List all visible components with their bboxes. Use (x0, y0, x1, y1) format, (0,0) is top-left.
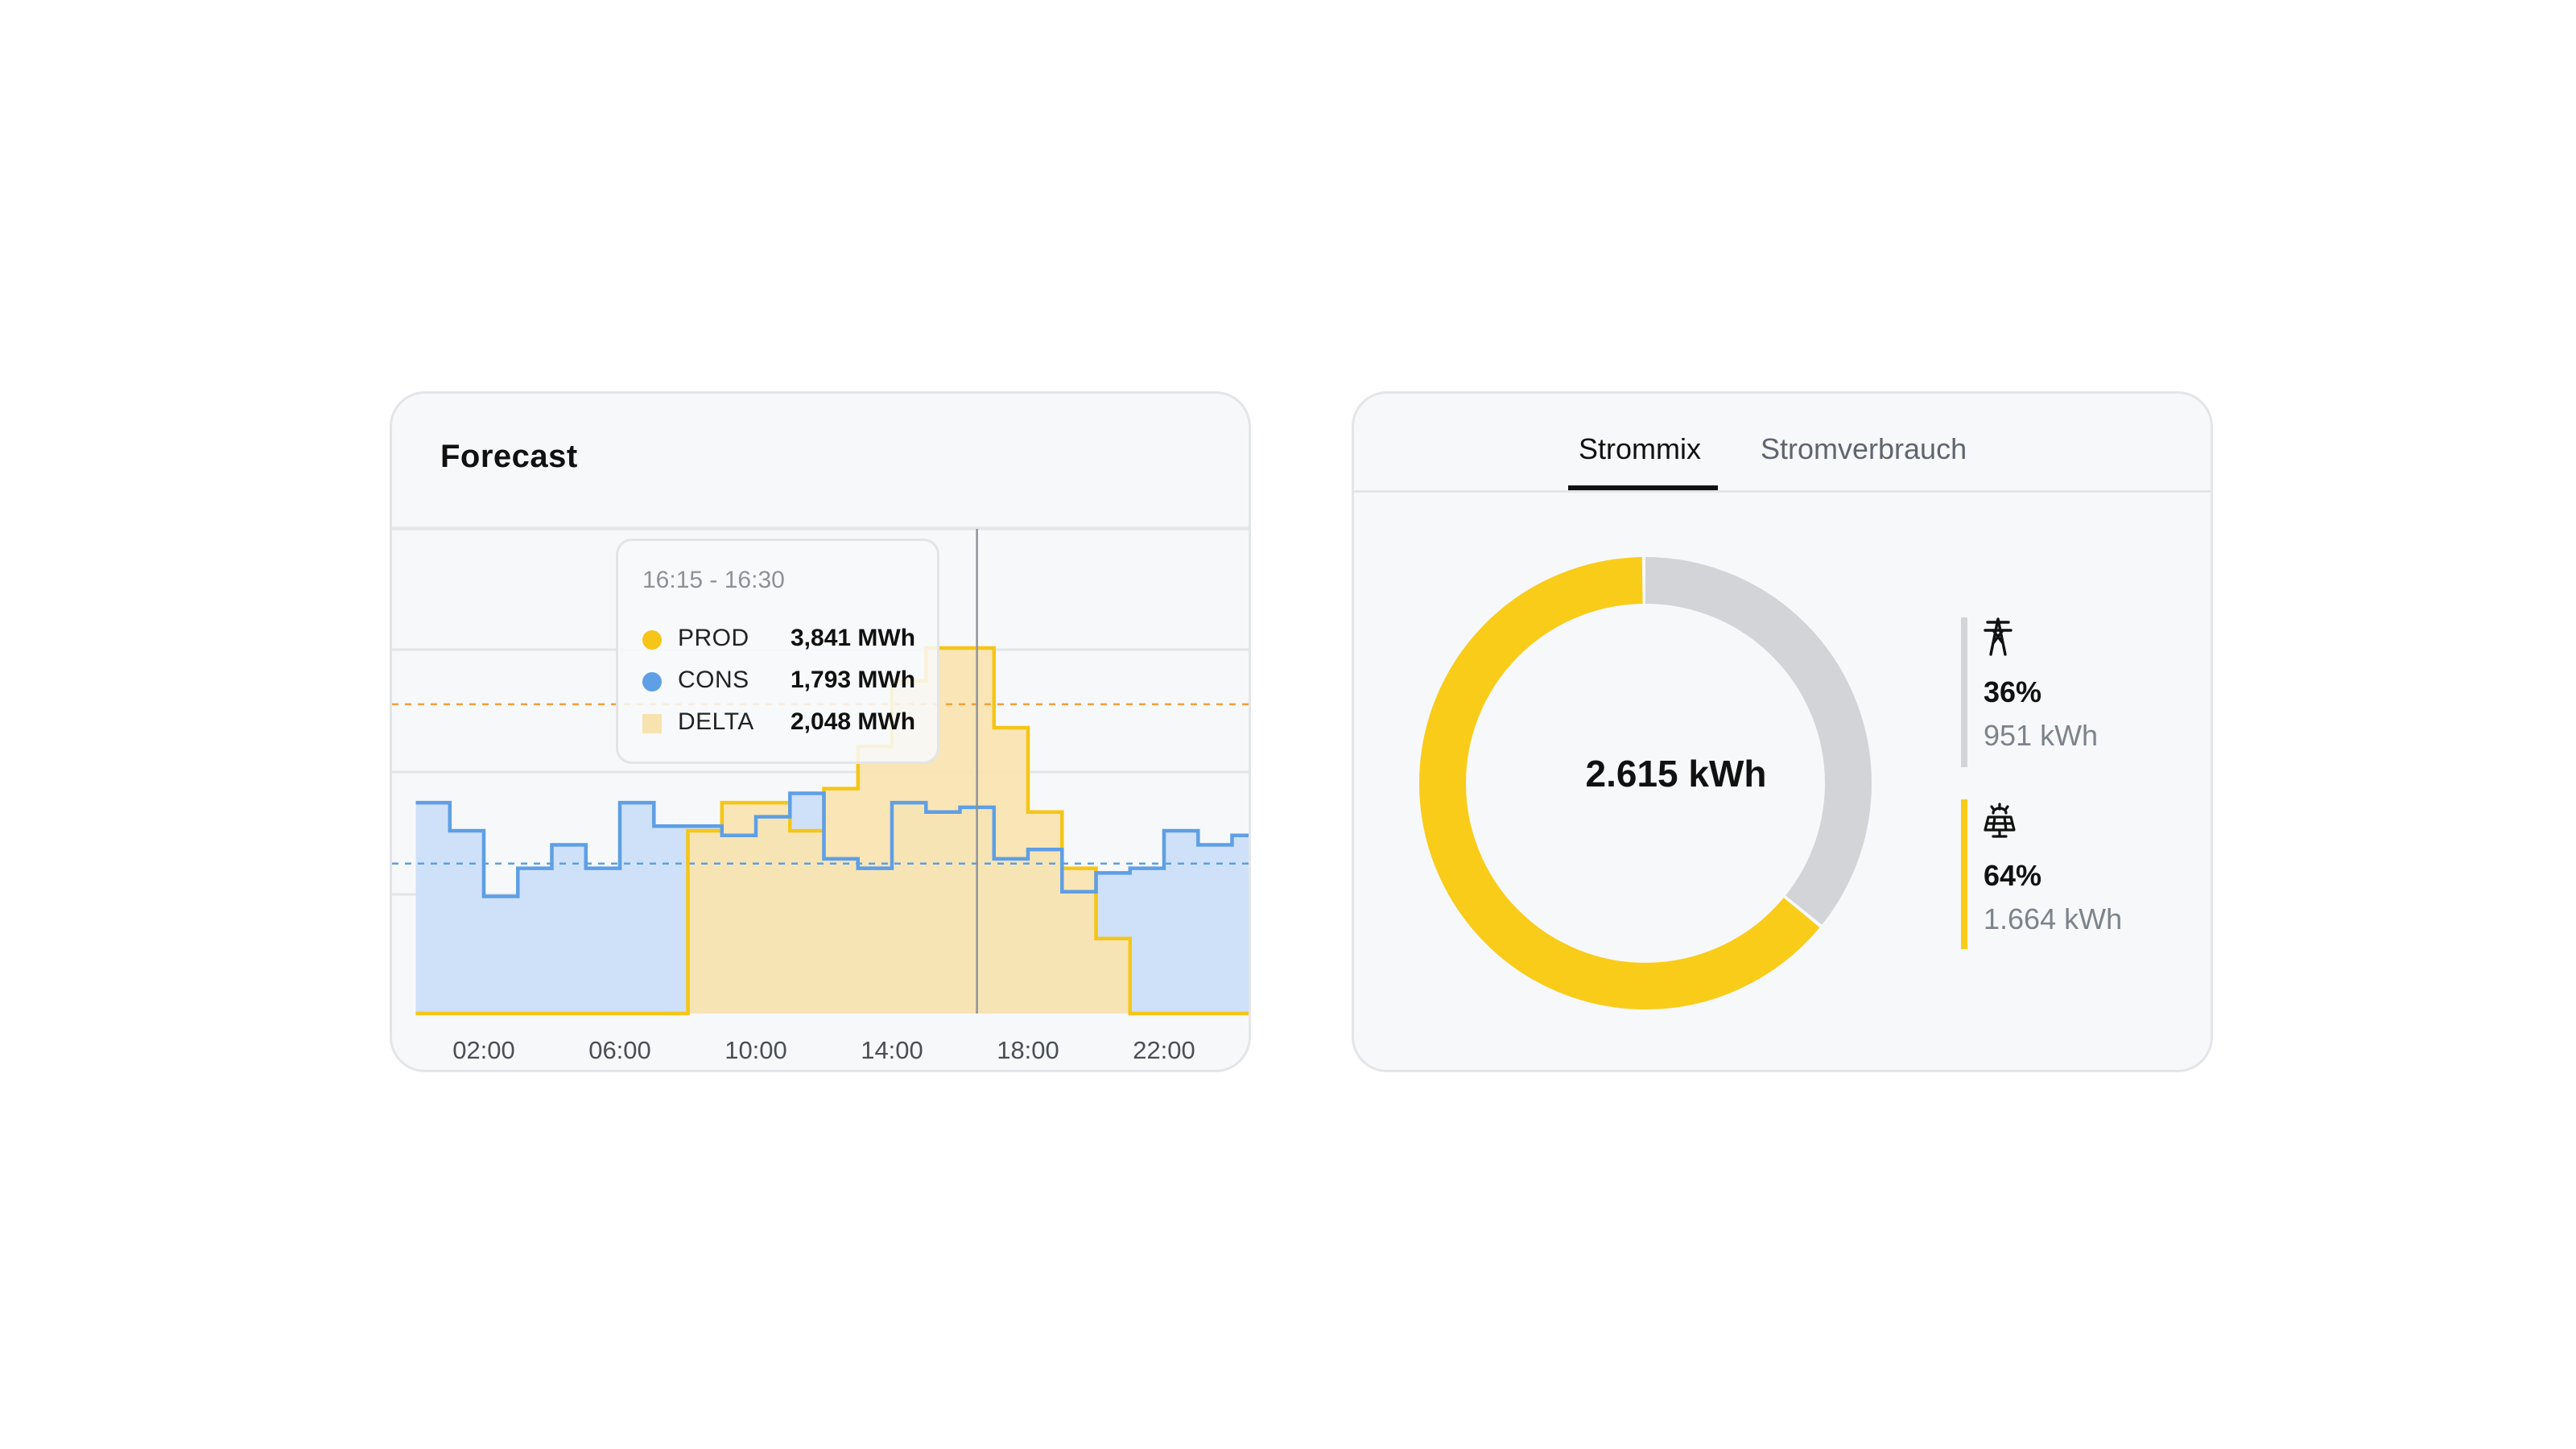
tooltip-time: 16:15 - 16:30 (642, 567, 785, 593)
x-tick-label: 06:00 (588, 1036, 651, 1064)
tooltip-value: 3,841 MWh (791, 625, 916, 651)
tab-stromverbrauch[interactable]: Stromverbrauch (1761, 432, 1967, 465)
solar-panel-icon (1982, 803, 2017, 842)
delta-area (415, 648, 1249, 1013)
tooltip-value: 1,793 MWh (791, 667, 916, 693)
legend-percent-solar: 64% (1984, 859, 2042, 892)
forecast-title: Forecast (440, 439, 578, 474)
chart-tooltip: 16:15 - 16:30 PROD 3,841 MWh CONS 1,793 … (616, 539, 939, 764)
legend-value-solar: 1.664 kWh (1984, 902, 2123, 935)
x-tick-label: 18:00 (997, 1036, 1059, 1064)
prod-swatch (642, 630, 662, 650)
donut-slice-grid (1419, 557, 1872, 1009)
strommix-card: Strommix Stromverbrauch 2.615 kWh 36% 95… (1352, 391, 2213, 1072)
tooltip-row-delta: DELTA 2,048 MWh (642, 707, 932, 739)
legend-bar-grid (1961, 617, 1967, 767)
power-pylon-icon (1982, 617, 2014, 660)
active-tab-indicator (1568, 485, 1718, 490)
cons-swatch (642, 672, 662, 691)
tooltip-value: 2,048 MWh (791, 708, 916, 735)
x-tick-label: 10:00 (724, 1036, 787, 1064)
legend-percent-grid: 36% (1984, 675, 2042, 708)
forecast-card: Forecast 02:00 06:00 10:00 14:00 18:00 22:00 … (390, 391, 1251, 1072)
x-tick-label: 14:00 (861, 1036, 923, 1064)
x-tick-label: 02:00 (452, 1036, 515, 1064)
delta-swatch (642, 714, 662, 733)
tooltip-row-prod: PROD 3,841 MWh (642, 623, 932, 655)
cons-series-line (415, 791, 1249, 898)
tabs-divider (1354, 490, 2211, 493)
tooltip-label: PROD (678, 625, 749, 651)
donut-total: 2.615 kWh (1585, 753, 1767, 795)
tab-strommix[interactable]: Strommix (1579, 432, 1701, 465)
legend-bar-solar (1961, 799, 1967, 949)
x-tick-label: 22:00 (1133, 1036, 1195, 1064)
donut-slice-solar (1419, 557, 1872, 1009)
tooltip-row-cons: CONS 1,793 MWh (642, 665, 932, 697)
donut-chart (1419, 557, 1872, 1009)
legend-value-grid: 951 kWh (1984, 719, 2099, 752)
tooltip-label: DELTA (678, 708, 754, 735)
tooltip-label: CONS (678, 667, 749, 693)
